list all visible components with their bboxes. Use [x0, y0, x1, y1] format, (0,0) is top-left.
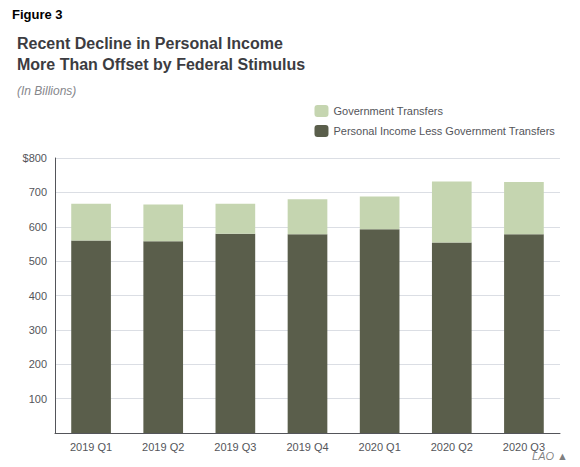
svg-text:LAO ▲: LAO ▲ [532, 449, 568, 462]
svg-text:More Than Offset by Federal St: More Than Offset by Federal Stimulus [17, 56, 305, 73]
svg-text:200: 200 [29, 358, 47, 370]
svg-text:400: 400 [29, 290, 47, 302]
svg-text:2019 Q3: 2019 Q3 [214, 441, 256, 453]
svg-text:2020 Q2: 2020 Q2 [431, 441, 473, 453]
svg-text:Government Transfers: Government Transfers [333, 105, 443, 117]
svg-text:$800: $800 [23, 152, 47, 164]
svg-text:100: 100 [29, 393, 47, 405]
svg-text:300: 300 [29, 324, 47, 336]
svg-text:2019 Q4: 2019 Q4 [286, 441, 328, 453]
svg-text:2020 Q3: 2020 Q3 [503, 441, 545, 453]
svg-text:700: 700 [29, 186, 47, 198]
svg-text:2019 Q2: 2019 Q2 [142, 441, 184, 453]
svg-text:Recent Decline in Personal Inc: Recent Decline in Personal Income [17, 35, 283, 52]
svg-text:Personal Income Less Governmen: Personal Income Less Government Transfer… [333, 125, 555, 137]
svg-text:(In Billions): (In Billions) [17, 84, 76, 98]
svg-text:600: 600 [29, 221, 47, 233]
svg-text:Figure 3: Figure 3 [12, 7, 63, 22]
svg-text:2020 Q1: 2020 Q1 [359, 441, 401, 453]
svg-text:500: 500 [29, 255, 47, 267]
svg-text:2019 Q1: 2019 Q1 [70, 441, 112, 453]
